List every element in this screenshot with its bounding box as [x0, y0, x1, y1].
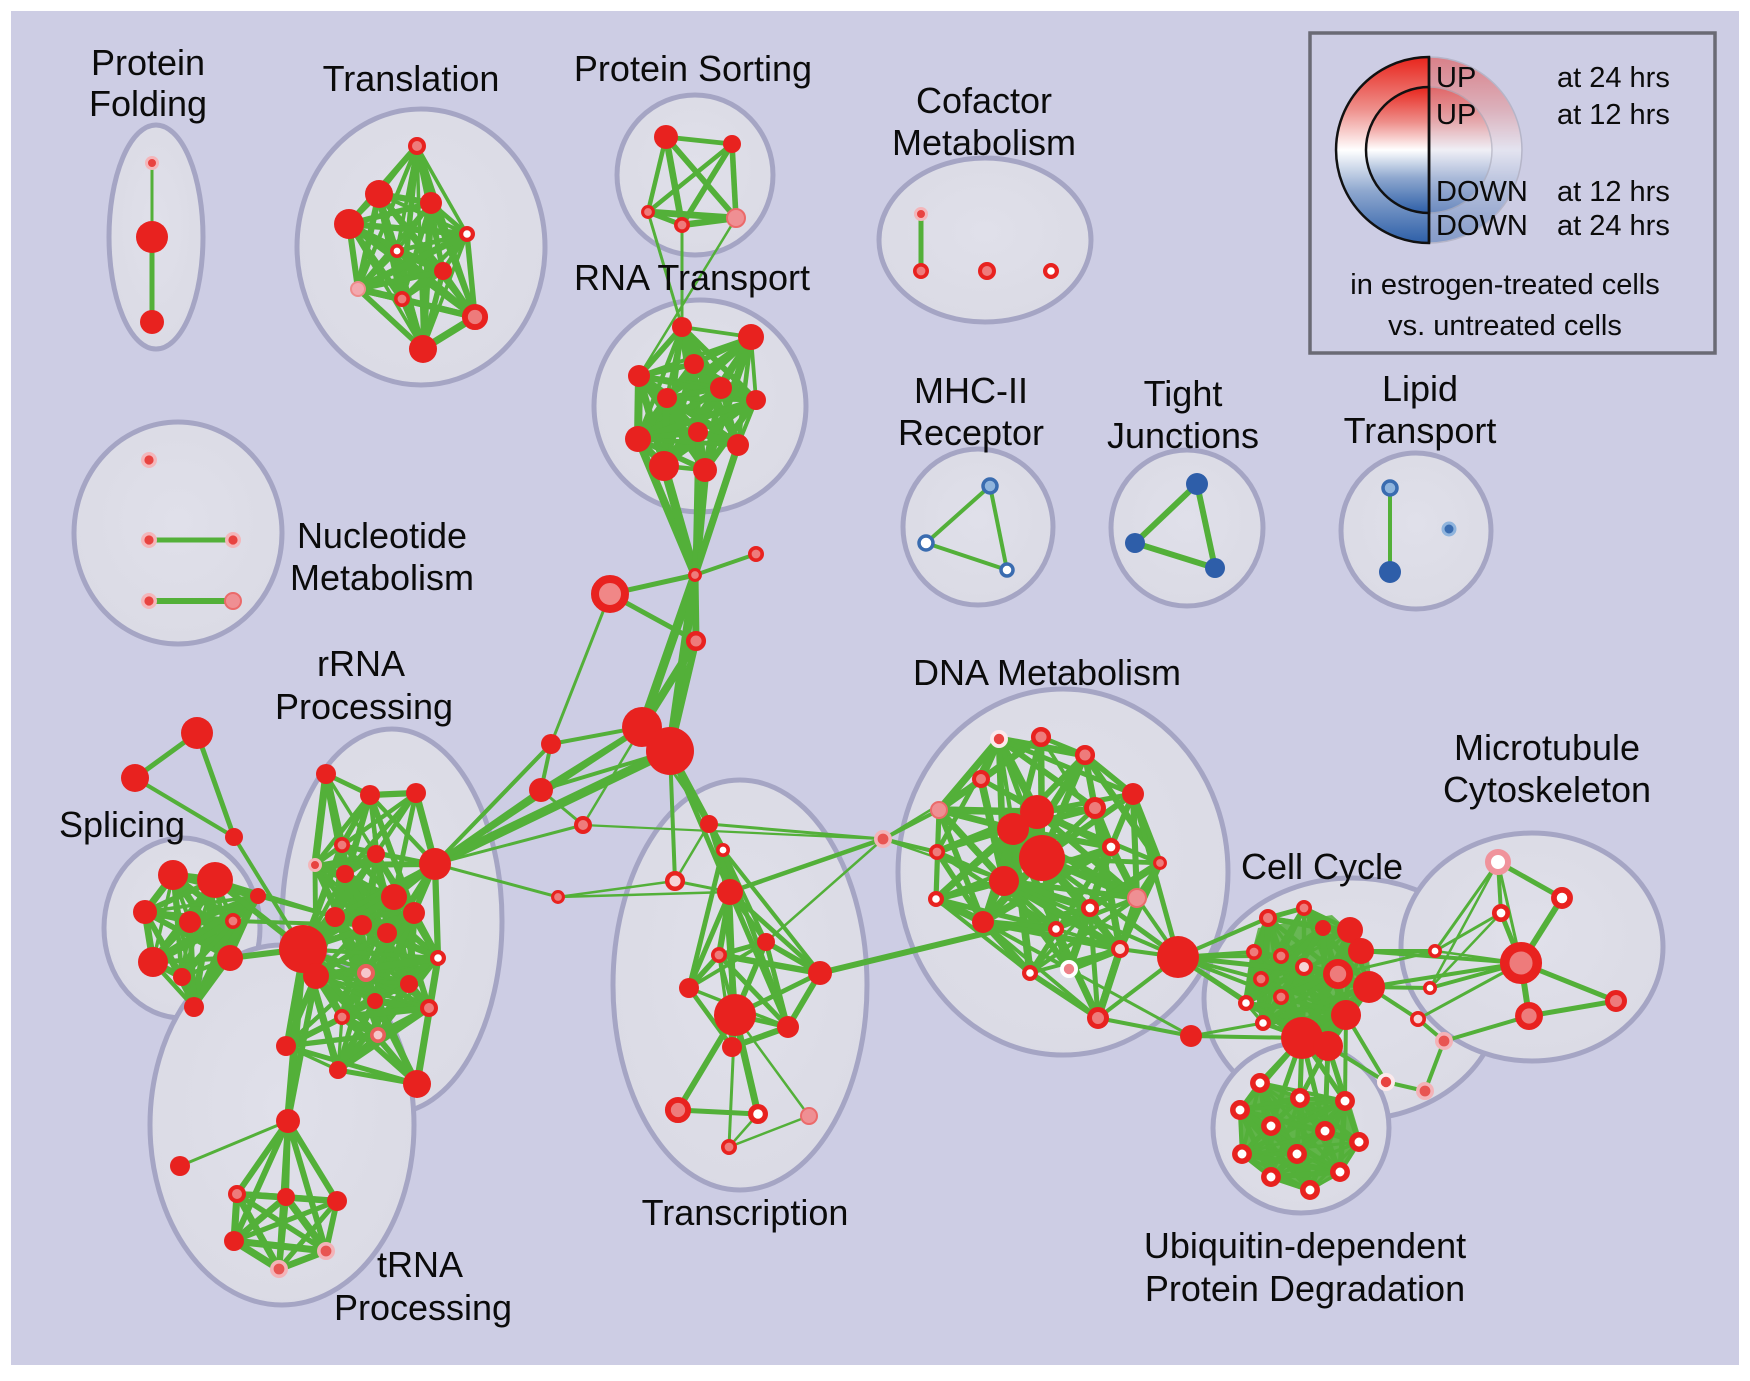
svg-text:Metabolism: Metabolism [892, 122, 1076, 163]
svg-text:Nucleotide: Nucleotide [297, 515, 467, 556]
svg-text:Microtubule: Microtubule [1454, 727, 1640, 768]
svg-text:Receptor: Receptor [898, 412, 1044, 453]
svg-text:UP: UP [1436, 62, 1476, 94]
svg-text:tRNA: tRNA [377, 1244, 463, 1285]
svg-text:DNA Metabolism: DNA Metabolism [913, 652, 1181, 693]
svg-text:Protein Degradation: Protein Degradation [1145, 1268, 1465, 1309]
svg-text:Metabolism: Metabolism [290, 557, 474, 598]
svg-text:at 12 hrs: at 12 hrs [1557, 99, 1670, 131]
svg-text:Protein Sorting: Protein Sorting [574, 48, 812, 89]
svg-text:Transcription: Transcription [642, 1192, 849, 1233]
svg-text:Cytoskeleton: Cytoskeleton [1443, 769, 1651, 810]
svg-text:Tight: Tight [1144, 373, 1223, 414]
svg-text:rRNA: rRNA [317, 643, 405, 684]
svg-text:Splicing: Splicing [59, 804, 185, 845]
svg-text:RNA Transport: RNA Transport [574, 257, 810, 298]
svg-text:at 24 hrs: at 24 hrs [1557, 62, 1670, 94]
svg-text:at 24 hrs: at 24 hrs [1557, 210, 1670, 242]
svg-text:in estrogen-treated cells: in estrogen-treated cells [1350, 269, 1660, 301]
svg-text:Processing: Processing [275, 686, 453, 727]
svg-text:Folding: Folding [89, 83, 207, 124]
svg-text:Transport: Transport [1344, 410, 1497, 451]
svg-text:Cell Cycle: Cell Cycle [1241, 846, 1403, 887]
svg-text:at 12 hrs: at 12 hrs [1557, 176, 1670, 208]
svg-text:Cofactor: Cofactor [916, 80, 1052, 121]
svg-text:Protein: Protein [91, 42, 205, 83]
svg-text:Ubiquitin-dependent: Ubiquitin-dependent [1144, 1225, 1466, 1266]
svg-text:MHC-II: MHC-II [914, 370, 1028, 411]
svg-text:Processing: Processing [334, 1287, 512, 1328]
svg-text:vs. untreated cells: vs. untreated cells [1388, 310, 1622, 342]
svg-text:UP: UP [1436, 99, 1476, 131]
svg-text:Junctions: Junctions [1107, 415, 1259, 456]
svg-text:DOWN: DOWN [1436, 210, 1528, 242]
svg-text:Lipid: Lipid [1382, 368, 1458, 409]
svg-text:Translation: Translation [323, 58, 500, 99]
svg-text:DOWN: DOWN [1436, 176, 1528, 208]
